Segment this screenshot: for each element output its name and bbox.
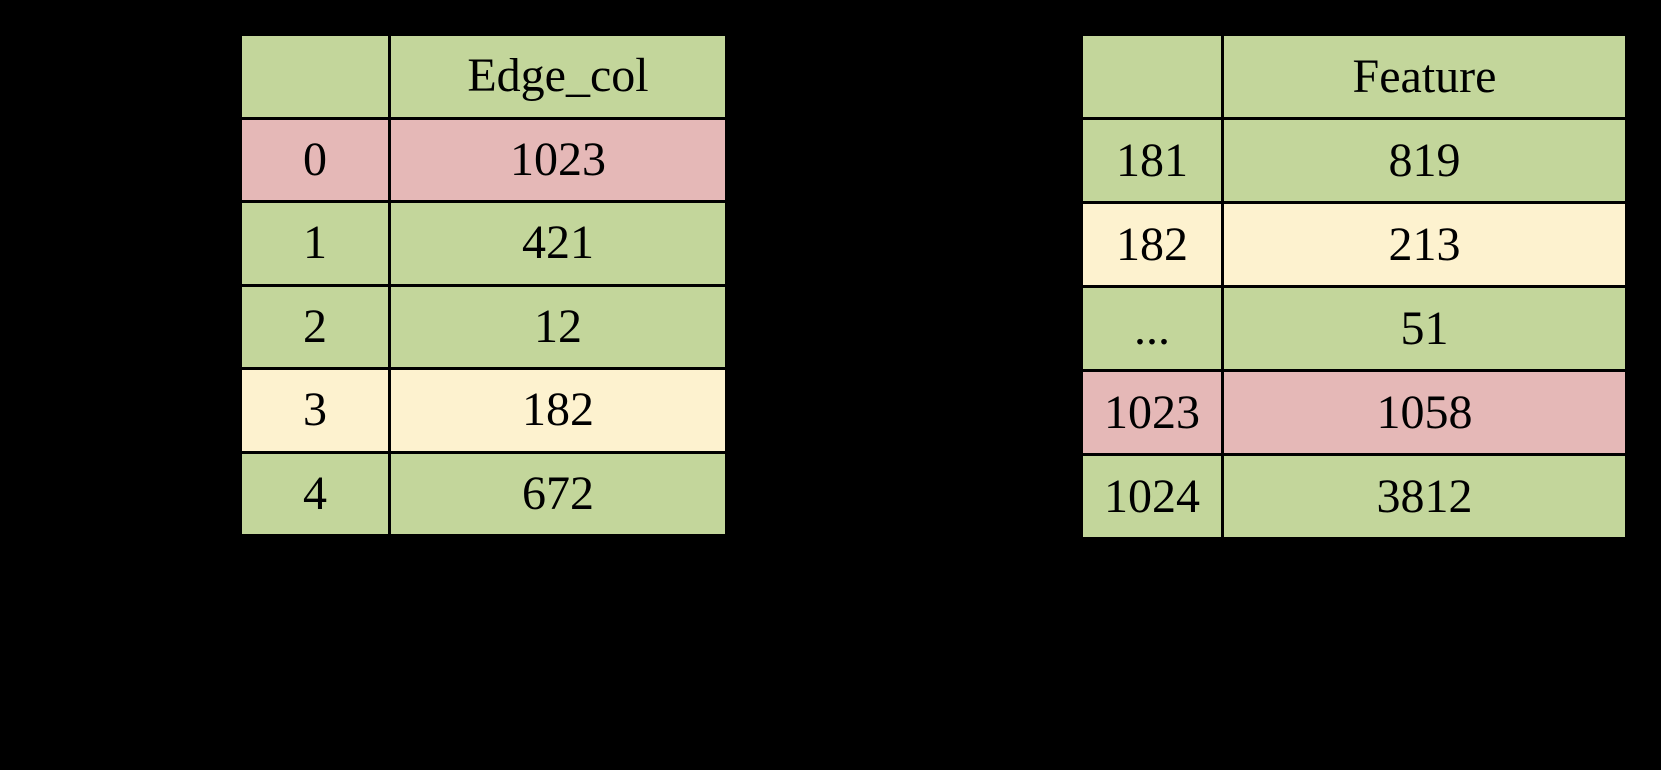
row-index-cell: 4: [242, 453, 388, 534]
row-index-cell: 0: [242, 119, 388, 200]
row-value-cell: 182: [391, 370, 725, 451]
row-index-cell: 182: [1083, 204, 1221, 285]
row-value-cell: 819: [1224, 120, 1625, 201]
feature-header-index-cell: [1083, 36, 1221, 117]
row-index-cell: 2: [242, 286, 388, 367]
feature-table: Feature 181 819 182 213 ... 51 1023 1058…: [1080, 33, 1628, 540]
row-index-cell: 1024: [1083, 456, 1221, 537]
row-index-cell: 1023: [1083, 372, 1221, 453]
edge-col-table: Edge_col 0 1023 1 421 2 12 3 182 4 672: [239, 33, 728, 537]
row-index-cell: 181: [1083, 120, 1221, 201]
feature-header-value-cell: Feature: [1224, 36, 1625, 117]
row-value-cell: 51: [1224, 288, 1625, 369]
row-value-cell: 1023: [391, 119, 725, 200]
row-index-cell: ...: [1083, 288, 1221, 369]
row-value-cell: 213: [1224, 204, 1625, 285]
row-value-cell: 672: [391, 453, 725, 534]
row-value-cell: 421: [391, 203, 725, 284]
row-index-cell: 3: [242, 370, 388, 451]
row-value-cell: 1058: [1224, 372, 1625, 453]
edge-col-header-value-cell: Edge_col: [391, 36, 725, 117]
row-index-cell: 1: [242, 203, 388, 284]
edge-col-header-index-cell: [242, 36, 388, 117]
row-value-cell: 3812: [1224, 456, 1625, 537]
row-value-cell: 12: [391, 286, 725, 367]
